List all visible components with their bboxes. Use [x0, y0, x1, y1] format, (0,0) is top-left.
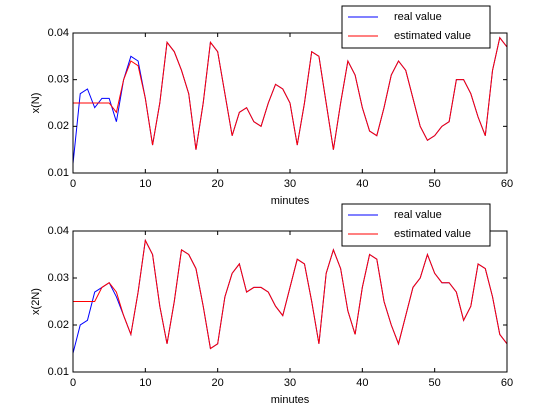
y-tick-label: 0.01: [48, 366, 69, 378]
x-tick-label: 60: [501, 377, 513, 389]
x-tick-label: 20: [212, 178, 224, 190]
x-tick-label: 40: [356, 377, 368, 389]
legend-box: [341, 5, 491, 49]
legend-label: real value: [394, 209, 442, 221]
x-tick-label: 50: [429, 178, 441, 190]
legend-label: estimated value: [394, 30, 471, 42]
x-axis-label: minutes: [271, 394, 310, 406]
y-tick-label: 0.01: [48, 167, 69, 179]
x-tick-label: 30: [284, 178, 296, 190]
x-tick-label: 60: [501, 178, 513, 190]
legend-label: real value: [394, 11, 442, 23]
y-axis-label: x(2N): [30, 288, 42, 315]
x-tick-label: 40: [356, 178, 368, 190]
x-tick-label: 20: [212, 377, 224, 389]
series-line: [73, 36, 508, 150]
legend: real value estimated value: [341, 203, 491, 247]
y-tick-label: 0.04: [48, 225, 69, 237]
x-tick-label: 30: [284, 377, 296, 389]
x-tick-label: 0: [70, 178, 76, 190]
x-tick-label: 50: [429, 377, 441, 389]
plot-area: [73, 231, 507, 372]
legend-box: [341, 203, 491, 247]
y-tick-label: 0.02: [48, 120, 69, 132]
x-axis-label: minutes: [271, 195, 310, 207]
x-tick-label: 10: [139, 377, 151, 389]
y-tick-label: 0.04: [48, 27, 69, 39]
y-axis-label: x(N): [30, 93, 42, 114]
y-tick-label: 0.02: [48, 319, 69, 331]
x-tick-label: 10: [139, 178, 151, 190]
y-tick-label: 0.03: [48, 272, 69, 284]
y-tick-label: 0.03: [48, 74, 69, 86]
legend-label: estimated value: [394, 228, 471, 240]
legend: real value estimated value: [341, 5, 491, 49]
series-line: [73, 238, 508, 350]
x-tick-label: 0: [70, 377, 76, 389]
